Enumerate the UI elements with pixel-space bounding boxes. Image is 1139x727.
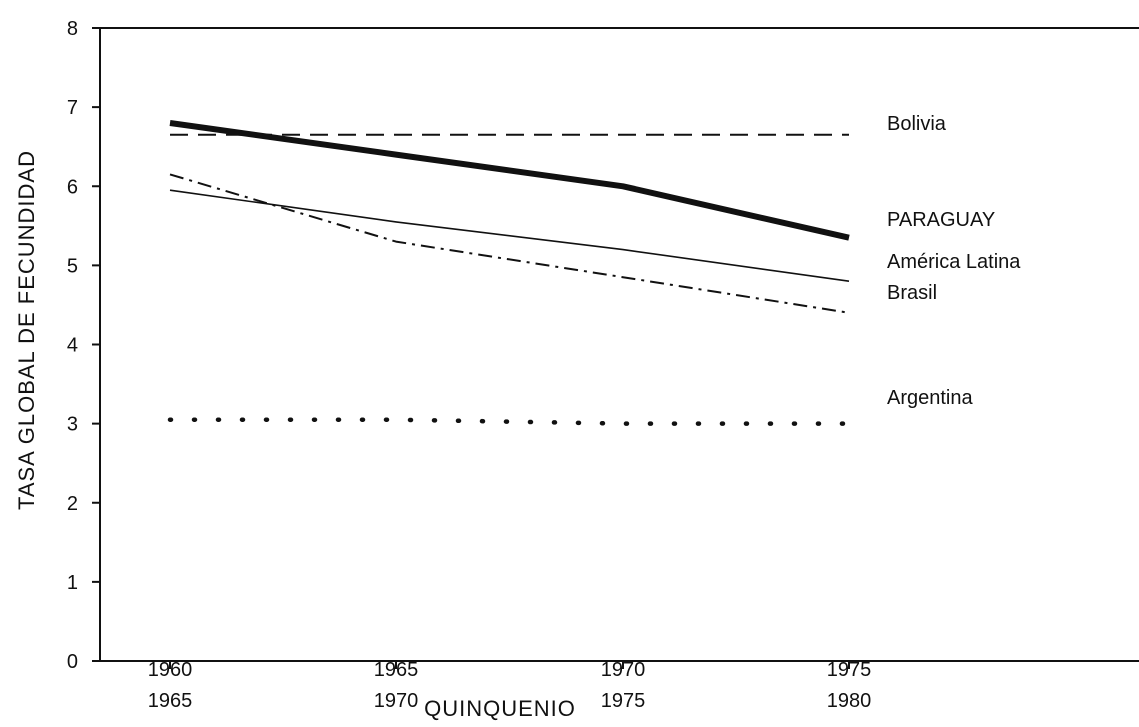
series-label-brasil: Brasil	[887, 282, 937, 304]
y-tick-label: 4	[67, 335, 78, 357]
x-tick-label-start: 1965	[374, 659, 419, 681]
series-line-argentina	[167, 417, 852, 426]
x-axis-title: QUINQUENIO	[424, 696, 576, 721]
series-line-america-latina	[169, 189, 850, 282]
series-line-paraguay	[169, 120, 850, 241]
series-label-argentina: Argentina	[887, 387, 973, 409]
axes	[99, 27, 1139, 662]
x-tick-label-end: 1970	[374, 690, 419, 712]
y-tick-label: 0	[67, 651, 78, 673]
series-label-bolivia: Bolivia	[887, 113, 947, 135]
x-tick-label-start: 1960	[148, 659, 193, 681]
x-tick-label-start: 1975	[827, 659, 872, 681]
series-label-america-latina: América Latina	[887, 251, 1021, 273]
y-tick-label: 6	[67, 176, 78, 198]
series-line-brasil	[169, 173, 850, 314]
tick-labels: 0 1 2 3 4 5 6 7 8 1960 1965 1965 1970 1970 1975 1975 198…	[67, 18, 871, 712]
x-tick-label-end: 1965	[148, 690, 193, 712]
x-tick-label-end: 1980	[827, 690, 872, 712]
y-axis-title: TASA GLOBAL DE FECUNDIDAD	[14, 150, 39, 510]
x-tick-label-start: 1970	[601, 659, 646, 681]
y-tick-label: 3	[67, 414, 78, 436]
y-tick-label: 1	[67, 572, 78, 594]
y-tick-label: 8	[67, 18, 78, 40]
y-tick-label: 5	[67, 255, 78, 277]
series-labels: Bolivia PARAGUAY América Latina Brasil Argen…	[887, 113, 1021, 409]
series-lines	[167, 120, 852, 426]
series-label-paraguay: PARAGUAY	[887, 209, 995, 231]
y-tick-label: 2	[67, 493, 78, 515]
x-tick-label-end: 1975	[601, 690, 646, 712]
y-tick-label: 7	[67, 97, 78, 119]
